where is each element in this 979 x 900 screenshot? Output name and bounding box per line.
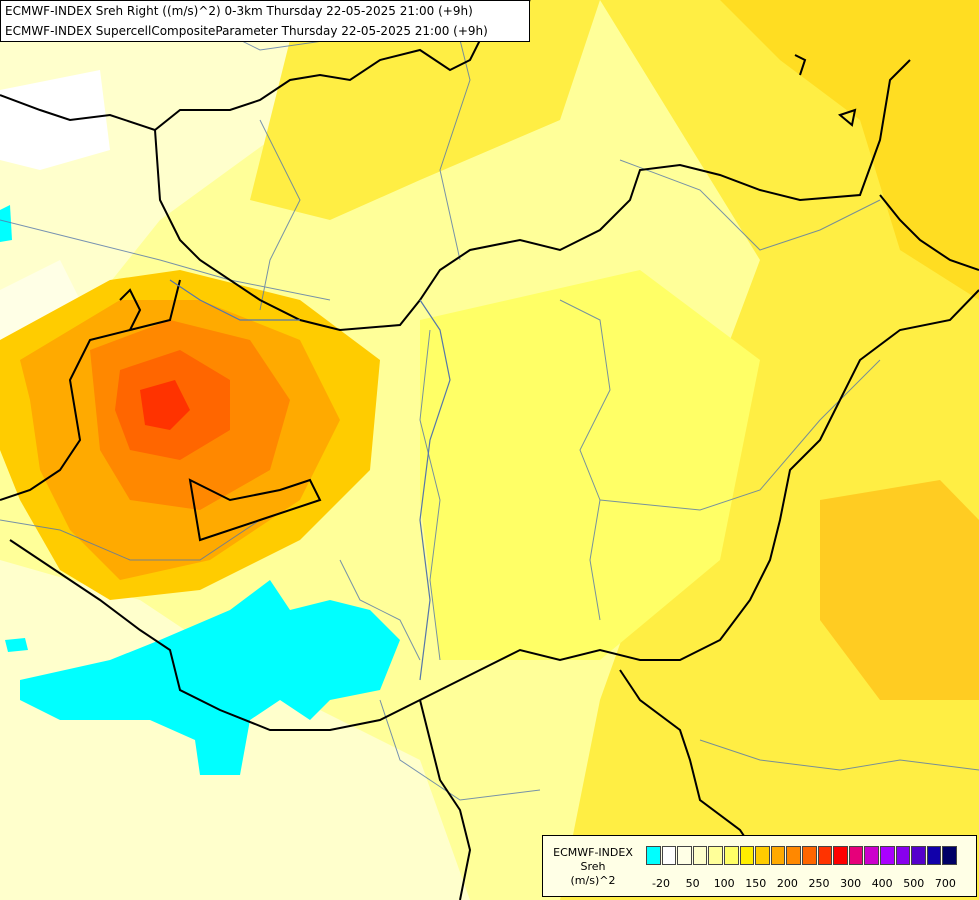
legend-swatch <box>770 846 786 865</box>
legend-label: ECMWF-INDEX Sreh (m/s)^2 <box>547 846 639 888</box>
legend-tick-label: 400 <box>871 877 893 890</box>
legend-label-line-1: ECMWF-INDEX <box>553 846 633 859</box>
legend-ticks: -20 50 100 150 200 250 300 400 500 700 <box>643 877 973 891</box>
map-title-box: ECMWF-INDEX Sreh Right ((m/s)^2) 0-3km T… <box>0 0 530 42</box>
legend-swatch <box>864 846 879 865</box>
cyan-small-patch <box>5 638 28 652</box>
legend-swatch <box>817 846 833 865</box>
legend-swatch <box>786 846 801 865</box>
legend-swatch <box>723 846 739 865</box>
legend-swatch <box>848 846 864 865</box>
legend-tick-label: 300 <box>840 877 862 890</box>
legend-tick-label: -20 <box>652 877 670 890</box>
legend-swatch <box>926 846 942 865</box>
legend-label-line-3: (m/s)^2 <box>570 874 616 887</box>
legend-swatch <box>677 846 692 865</box>
white-patch-nw <box>0 70 110 170</box>
color-legend: ECMWF-INDEX Sreh (m/s)^2 -20 50 100 150 200 2… <box>542 835 977 897</box>
legend-swatch <box>646 846 661 865</box>
north-yellow-field <box>250 0 600 220</box>
legend-swatch <box>911 846 926 865</box>
map-title-line-2: ECMWF-INDEX SupercellCompositeParameter … <box>5 24 488 38</box>
legend-tick-label: 50 <box>685 877 700 890</box>
legend-swatch <box>692 846 708 865</box>
legend-tick-label: 200 <box>776 877 798 890</box>
legend-tick-label: 250 <box>808 877 830 890</box>
legend-swatch <box>755 846 770 865</box>
center-yellow-field <box>420 270 760 660</box>
legend-label-line-2: Sreh <box>580 860 606 873</box>
legend-tick-label: 150 <box>745 877 767 890</box>
legend-swatch <box>708 846 723 865</box>
legend-tick-label: 700 <box>934 877 956 890</box>
legend-swatch <box>942 846 957 865</box>
legend-swatch <box>833 846 848 865</box>
southeast-orange-patch <box>820 480 979 700</box>
cyan-edge-patch <box>0 205 12 242</box>
legend-swatch <box>895 846 911 865</box>
northeast-orange-patch <box>720 0 979 300</box>
legend-swatch <box>661 846 677 865</box>
cyan-negative-region <box>20 580 400 775</box>
legend-swatch <box>879 846 895 865</box>
legend-swatch <box>801 846 817 865</box>
legend-tick-label: 100 <box>713 877 735 890</box>
sreh-red-peak <box>140 380 190 430</box>
legend-swatch <box>739 846 755 865</box>
legend-tick-label: 500 <box>903 877 925 890</box>
rivers <box>169 279 451 681</box>
legend-swatches <box>646 846 958 865</box>
map-title-line-1: ECMWF-INDEX Sreh Right ((m/s)^2) 0-3km T… <box>5 4 473 18</box>
